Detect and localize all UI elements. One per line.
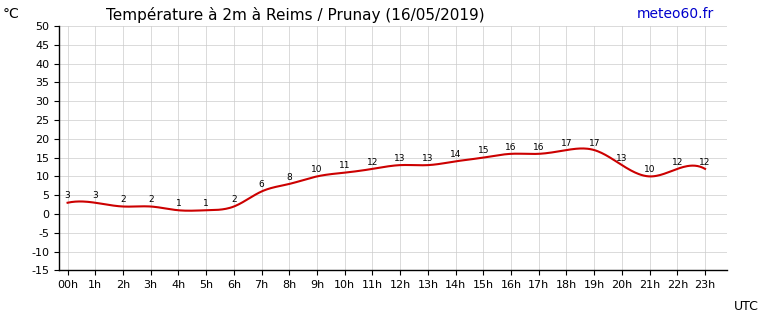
Text: °C: °C	[2, 7, 19, 21]
Text: 2: 2	[120, 195, 125, 204]
Text: 6: 6	[259, 180, 265, 189]
Text: 3: 3	[65, 191, 70, 201]
Text: 2: 2	[231, 195, 236, 204]
Text: 17: 17	[561, 139, 572, 148]
Text: 13: 13	[422, 154, 434, 163]
Text: 16: 16	[533, 143, 545, 152]
Text: Température à 2m à Reims / Prunay (16/05/2019): Température à 2m à Reims / Prunay (16/05…	[106, 7, 485, 23]
Text: 14: 14	[450, 150, 461, 159]
Text: 10: 10	[311, 165, 323, 174]
Text: 12: 12	[699, 158, 711, 167]
Text: 11: 11	[339, 161, 350, 170]
Text: 13: 13	[395, 154, 406, 163]
Text: 10: 10	[644, 165, 656, 174]
Text: 12: 12	[366, 158, 378, 167]
Text: 16: 16	[506, 143, 517, 152]
Text: 1: 1	[203, 199, 209, 208]
Text: 1: 1	[176, 199, 181, 208]
Text: 13: 13	[616, 154, 627, 163]
Text: 15: 15	[477, 146, 489, 155]
Text: 17: 17	[588, 139, 600, 148]
Text: 3: 3	[93, 191, 98, 201]
Text: 2: 2	[148, 195, 154, 204]
Text: 8: 8	[286, 173, 292, 182]
Text: meteo60.fr: meteo60.fr	[636, 7, 714, 21]
Text: UTC: UTC	[734, 300, 759, 313]
Text: 12: 12	[672, 158, 683, 167]
